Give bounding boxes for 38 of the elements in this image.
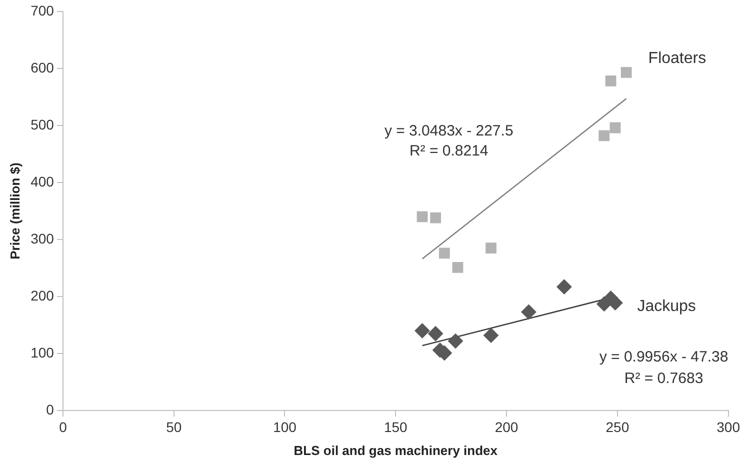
point bbox=[610, 122, 621, 134]
annotation: R² = 0.7683 bbox=[624, 370, 704, 388]
y-axis-title: Price (million $) bbox=[7, 162, 22, 260]
point bbox=[620, 66, 632, 78]
point bbox=[452, 262, 464, 273]
annotation: y = 0.9956x - 47.38 bbox=[599, 348, 728, 366]
series-label: Floaters bbox=[648, 50, 706, 67]
point bbox=[598, 130, 610, 142]
annotation: R² = 0.8214 bbox=[409, 142, 488, 160]
y-tick-label: 400 bbox=[30, 173, 54, 190]
x-tick-label: 300 bbox=[716, 418, 740, 435]
point bbox=[438, 248, 450, 259]
point bbox=[428, 326, 444, 342]
y-tick-label: 500 bbox=[30, 116, 54, 132]
y-tick-label: 0 bbox=[46, 401, 54, 418]
point bbox=[430, 212, 442, 224]
x-tick-label: 250 bbox=[606, 418, 630, 435]
x-tick-label: 100 bbox=[273, 418, 297, 435]
point bbox=[414, 323, 430, 338]
series-label: Jackups bbox=[637, 298, 696, 316]
point bbox=[416, 211, 428, 222]
point bbox=[556, 279, 572, 294]
y-tick-label: 600 bbox=[30, 59, 54, 76]
y-tick-label: 700 bbox=[30, 2, 54, 18]
point bbox=[521, 304, 536, 320]
annotation: y = 3.0483x - 227.5 bbox=[384, 122, 514, 140]
point bbox=[486, 242, 496, 254]
x-tick-label: 50 bbox=[166, 418, 182, 435]
x-tick-label: 0 bbox=[59, 418, 68, 435]
x-tick-label: 150 bbox=[384, 418, 408, 435]
y-tick-label: 100 bbox=[30, 344, 54, 360]
point bbox=[484, 328, 499, 343]
y-tick-label: 300 bbox=[30, 230, 54, 246]
point bbox=[448, 334, 464, 349]
x-tick-label: 200 bbox=[494, 418, 518, 435]
y-tick-label: 200 bbox=[30, 287, 54, 304]
x-axis-title: BLS oil and gas machinery index bbox=[294, 442, 498, 458]
point bbox=[605, 76, 616, 86]
